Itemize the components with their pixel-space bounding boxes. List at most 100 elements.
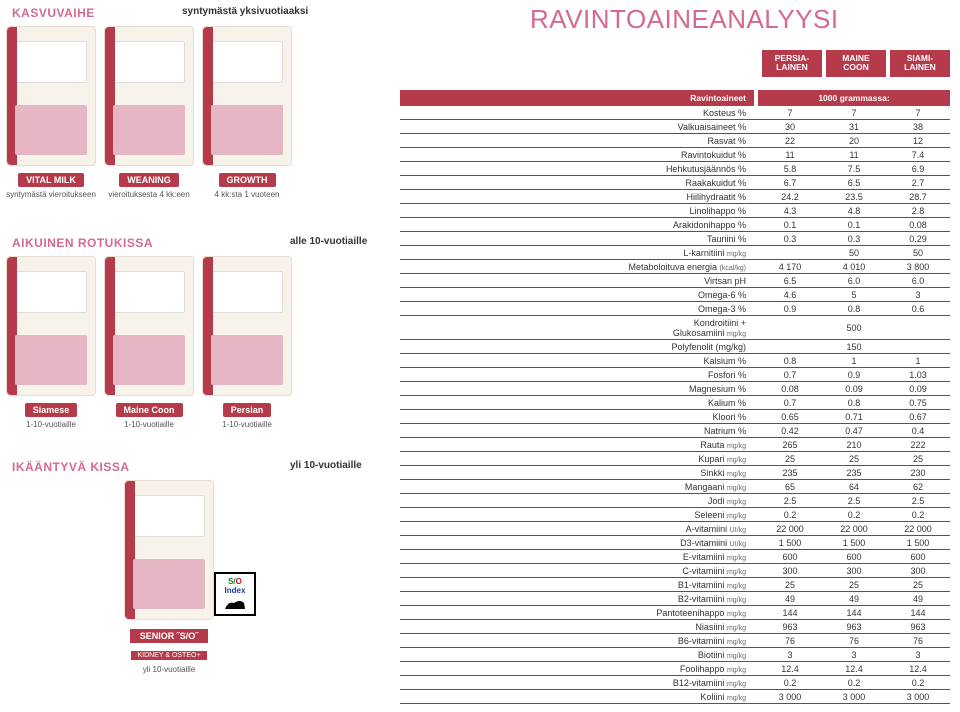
table-row: L-karnitiini mg/kg5050 [400, 246, 950, 260]
senior-product: S/O Index SENIOR ˝S/O˝ KIDNEY & OSTEO+ y… [104, 480, 234, 674]
cell: 0.3 [822, 234, 886, 244]
row-name: Linolihappo % [400, 205, 754, 217]
row-name: Kupari mg/kg [400, 453, 754, 465]
cell: 7.5 [822, 164, 886, 174]
product-sub: 4 kk:sta 1 vuoteen [202, 190, 292, 199]
row-values: 12.412.412.4 [758, 664, 950, 674]
product-pill: Maine Coon [116, 403, 183, 417]
so-index-s: S/ [228, 577, 236, 586]
row-values: 235235230 [758, 468, 950, 478]
cell: 600 [758, 552, 822, 562]
row-name: Seleeni mg/kg [400, 509, 754, 521]
row-values: 0.70.91.03 [758, 370, 950, 380]
table-row: Kupari mg/kg252525 [400, 452, 950, 466]
row-name: Biotiini mg/kg [400, 649, 754, 661]
cell: 4 010 [822, 262, 886, 272]
cell: 144 [758, 608, 822, 618]
row-values: 777 [758, 108, 950, 118]
row-name: Magnesium % [400, 383, 754, 395]
product-bag-image [104, 256, 194, 396]
table-header-left: Ravintoaineet [400, 90, 754, 106]
table-row: Niasiini mg/kg963963963 [400, 620, 950, 634]
cell: 2.7 [886, 178, 950, 188]
row-name: Kalsium % [400, 355, 754, 367]
table-row: Natrium %0.420.470.4 [400, 424, 950, 438]
cell: 235 [758, 468, 822, 478]
cell: 4.8 [822, 206, 886, 216]
cell: 22 000 [758, 524, 822, 534]
table-header-right: 1000 grammassa: [758, 90, 950, 106]
column-header: SIAMI-LAINEN [890, 50, 950, 77]
row-values: 963963963 [758, 622, 950, 632]
cell: 2.5 [822, 496, 886, 506]
cell: 12.4 [758, 664, 822, 674]
cell: 0.6 [886, 304, 950, 314]
right-panel: RAVINTOAINEANALYYSI PERSIA-LAINENMAINECO… [400, 0, 960, 712]
table-row: A-vitamiini UI/kg22 00022 00022 000 [400, 522, 950, 536]
cell: 3 000 [758, 692, 822, 702]
cell: 25 [822, 580, 886, 590]
cell: 38 [886, 122, 950, 132]
cell: 0.47 [822, 426, 886, 436]
row-values: 0.70.80.75 [758, 398, 950, 408]
cell: 22 [758, 136, 822, 146]
product-sub: 1-10-vuotiaille [104, 420, 194, 429]
row-name: Virtsan pH [400, 275, 754, 287]
cell: 7.4 [886, 150, 950, 160]
cell: 62 [886, 482, 950, 492]
cell: 1 500 [822, 538, 886, 548]
section-ikaan-title: IKÄÄNTYVÄ KISSA [12, 460, 130, 474]
table-row: Kondroitiini +Glukosamiini mg/kg500 [400, 316, 950, 340]
cell: 23.5 [822, 192, 886, 202]
product-pill: Persian [223, 403, 272, 417]
table-row: Rasvat %222012 [400, 134, 950, 148]
section-aikuinen-title: AIKUINEN ROTUKISSA [12, 236, 153, 250]
cell: 4 170 [758, 262, 822, 272]
row-values: 0.811 [758, 356, 950, 366]
cell: 3 800 [886, 262, 950, 272]
cell: 1 500 [758, 538, 822, 548]
cell: 3 000 [822, 692, 886, 702]
senior-sub1: KIDNEY & OSTEO+ [131, 651, 206, 660]
row-name: D3-vitamiini UI/kg [400, 537, 754, 549]
table-row: Fosfori % 0.70.91.03 [400, 368, 950, 382]
row-values: 4.653 [758, 290, 950, 300]
table-row: E-vitamiini mg/kg600600600 [400, 550, 950, 564]
table-row: Biotiini mg/kg333 [400, 648, 950, 662]
cell: 500 [758, 323, 950, 333]
row-values: 4 1704 0103 800 [758, 262, 950, 272]
cell: 600 [886, 552, 950, 562]
cell: 144 [822, 608, 886, 618]
cell: 300 [886, 566, 950, 576]
row-values: 767676 [758, 636, 950, 646]
analysis-title: RAVINTOAINEANALYYSI [530, 4, 839, 35]
table-row: B6-vitamiini mg/kg767676 [400, 634, 950, 648]
cell: 0.2 [822, 678, 886, 688]
cell: 11 [758, 150, 822, 160]
row-values: 494949 [758, 594, 950, 604]
cell: 28.7 [886, 192, 950, 202]
product-row-1: VITAL MILKsyntymästä vieroitukseenWEANIN… [6, 26, 292, 199]
row-name: B12-vitamiini mg/kg [400, 677, 754, 689]
column-header: PERSIA-LAINEN [762, 50, 822, 77]
table-row: Seleeni mg/kg0.20.20.2 [400, 508, 950, 522]
table-header-row: Ravintoaineet 1000 grammassa: [400, 90, 950, 106]
cell: 0.2 [886, 510, 950, 520]
product-bag-image [104, 26, 194, 166]
row-values: 22 00022 00022 000 [758, 524, 950, 534]
cell: 0.2 [758, 510, 822, 520]
cell: 210 [822, 440, 886, 450]
row-name: Fosfori % [400, 369, 754, 381]
row-name: Kalium % [400, 397, 754, 409]
cell: 3 [758, 650, 822, 660]
cell: 0.08 [758, 384, 822, 394]
product-card: Maine Coon 1-10-vuotiaille [104, 256, 194, 429]
row-name: Rasvat % [400, 135, 754, 147]
table-row: C-vitamiini mg/kg300300300 [400, 564, 950, 578]
row-name: Sinkki mg/kg [400, 467, 754, 479]
table-row: Linolihappo %4.34.82.8 [400, 204, 950, 218]
so-index-idx: Index [216, 587, 254, 595]
product-card: WEANINGvieroituksesta 4 kk:een [104, 26, 194, 199]
row-values: 303138 [758, 122, 950, 132]
row-values: 0.90.80.6 [758, 304, 950, 314]
